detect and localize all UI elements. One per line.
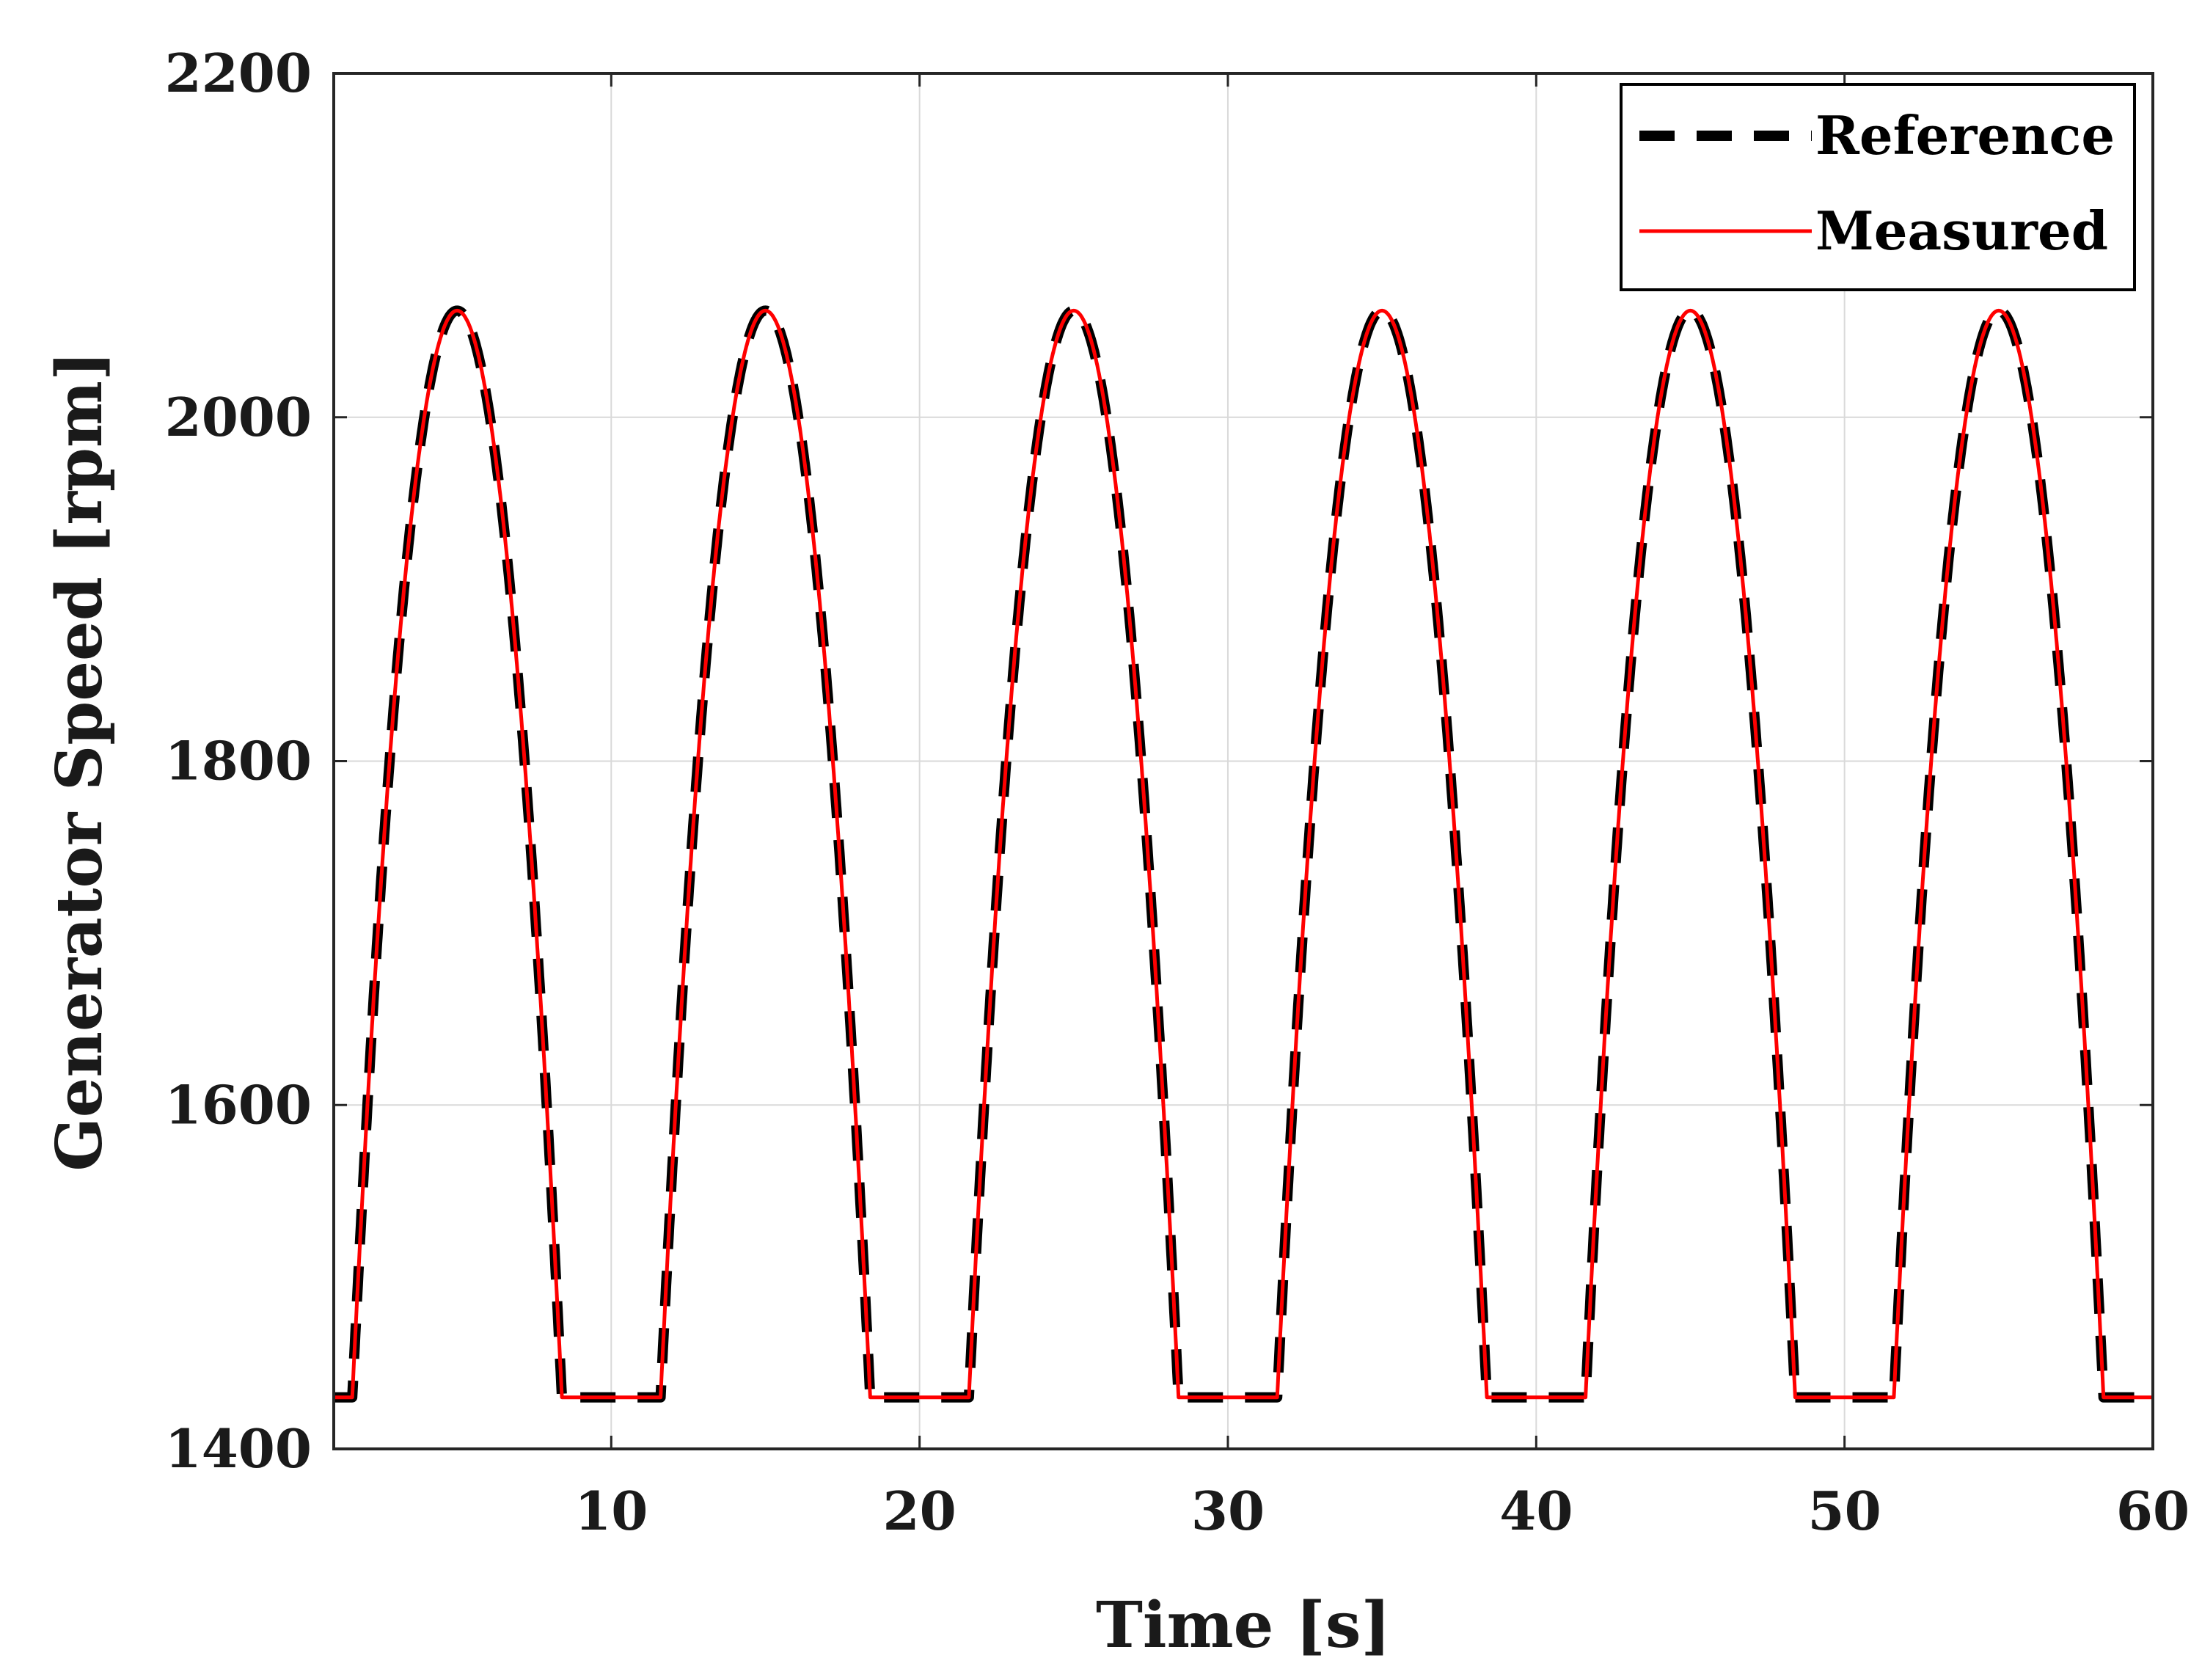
y-tick-label: 1600 bbox=[165, 1073, 312, 1136]
x-tick-label: 20 bbox=[883, 1480, 956, 1542]
x-tick-label: 50 bbox=[1808, 1480, 1881, 1542]
y-axis-title: Generator Speed [rpm] bbox=[43, 351, 117, 1171]
series-group bbox=[329, 305, 2158, 1403]
legend[interactable]: Reference Measured bbox=[1620, 83, 2136, 291]
x-tick-label: 40 bbox=[1499, 1480, 1573, 1542]
legend-box bbox=[1620, 83, 2136, 291]
x-tick-label: 30 bbox=[1191, 1480, 1265, 1542]
grid bbox=[334, 73, 2153, 1449]
legend-label-reference: Reference bbox=[1815, 104, 2115, 167]
x-tick-label: 60 bbox=[2116, 1480, 2190, 1542]
x-tick-label: 10 bbox=[574, 1480, 648, 1542]
x-axis-title: Time [s] bbox=[1096, 1588, 1391, 1662]
y-tick-label: 2000 bbox=[165, 386, 312, 448]
ticks: 10 20 30 40 50 60 1400 1600 1800 2000 2200 bbox=[165, 42, 2190, 1542]
y-tick-label: 1800 bbox=[165, 730, 312, 792]
y-tick-label: 2200 bbox=[165, 42, 312, 104]
legend-label-measured: Measured bbox=[1815, 200, 2108, 262]
series-line-measured bbox=[332, 308, 2154, 1400]
y-tick-label: 1400 bbox=[165, 1417, 312, 1480]
